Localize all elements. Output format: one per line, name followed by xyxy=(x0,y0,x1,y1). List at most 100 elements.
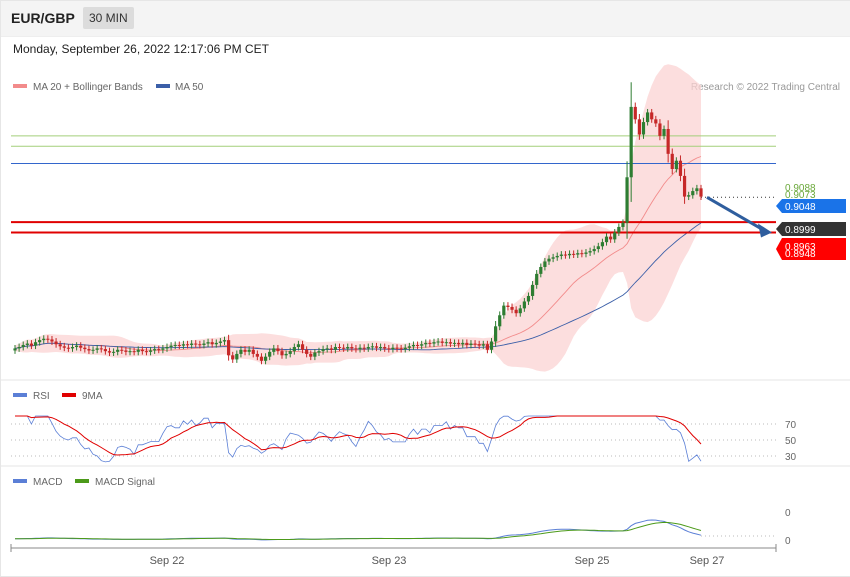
candle-body xyxy=(572,253,576,255)
macd-tick-upper: 0 xyxy=(785,508,791,519)
x-tick-label: Sep 23 xyxy=(372,555,407,567)
candle-body xyxy=(153,349,157,351)
candle-body xyxy=(555,255,559,258)
candle-body xyxy=(132,351,136,353)
candle-body xyxy=(547,258,551,262)
rsi-panel xyxy=(11,415,776,463)
candle-body xyxy=(609,236,613,240)
candle-body xyxy=(62,346,66,348)
candle-body xyxy=(432,342,436,344)
legend-swatch-macd-signal xyxy=(75,479,89,483)
candle-body xyxy=(687,195,691,197)
candle-body xyxy=(296,344,301,348)
legend-swatch-ma50 xyxy=(156,84,170,88)
candle-body xyxy=(87,349,91,351)
candle-body xyxy=(407,346,411,348)
candle-body xyxy=(539,266,543,274)
level-label-pivot: 0.9048 xyxy=(785,202,816,213)
candle-body xyxy=(485,344,489,350)
candle-body xyxy=(670,153,674,169)
candle-body xyxy=(329,348,333,350)
candle-body xyxy=(300,344,305,350)
candle-body xyxy=(436,341,440,343)
candle-body xyxy=(526,295,531,302)
candle-body xyxy=(567,253,572,256)
candle-body xyxy=(95,348,99,350)
support-tag xyxy=(776,238,846,260)
candle-body xyxy=(362,347,366,349)
candle-body xyxy=(210,342,214,345)
candle-body xyxy=(600,242,605,247)
candle-body xyxy=(111,351,116,353)
timeframe-button[interactable]: 30 MIN xyxy=(83,7,134,29)
candle-body xyxy=(276,348,280,352)
candle-body xyxy=(173,344,177,346)
candle-body xyxy=(268,351,272,357)
x-tick-label: Sep 25 xyxy=(575,555,610,567)
candle-body xyxy=(522,301,526,309)
candle-body xyxy=(288,351,292,354)
candle-body xyxy=(658,123,662,136)
candle-body xyxy=(222,340,227,342)
candle-body xyxy=(617,226,621,233)
candle-body xyxy=(218,341,222,343)
ma20-line xyxy=(14,156,702,354)
candle-body xyxy=(576,253,580,255)
candle-body xyxy=(161,348,165,350)
rsi-tick-30: 30 xyxy=(785,452,797,463)
symbol-title: EUR/GBP xyxy=(11,10,75,26)
candle-body xyxy=(691,191,695,196)
candle-body xyxy=(502,305,506,316)
legend-swatch-rsi xyxy=(13,393,27,397)
candle-body xyxy=(415,344,420,346)
candle-body xyxy=(387,348,391,350)
candle-body xyxy=(452,342,457,344)
level-label-resistance-1: 0.9073 xyxy=(785,190,816,201)
top-bar: EUR/GBP 30 MIN xyxy=(0,0,850,37)
macd-line xyxy=(15,519,702,541)
candle-body xyxy=(91,349,95,351)
candle-body xyxy=(13,348,17,351)
candle-body xyxy=(313,352,317,357)
candle-body xyxy=(25,343,29,345)
macd-tick-lower: 0 xyxy=(785,536,791,547)
candle-body xyxy=(473,343,477,345)
candle-body xyxy=(666,128,670,154)
candle-body xyxy=(272,348,276,352)
candle-body xyxy=(255,353,259,357)
candle-body xyxy=(489,341,494,350)
candle-body xyxy=(75,345,79,348)
candle-body xyxy=(518,308,522,314)
candle-body xyxy=(54,341,58,345)
candle-body xyxy=(678,160,683,176)
candle-body xyxy=(514,309,518,314)
candle-body xyxy=(440,341,444,343)
candle-body xyxy=(559,254,563,256)
candle-body xyxy=(342,347,346,349)
candle-body xyxy=(366,347,370,349)
legend-label-rsi-ma: 9MA xyxy=(82,391,103,402)
candle-body xyxy=(227,340,231,356)
bollinger-band xyxy=(15,64,701,372)
candle-body xyxy=(284,353,288,356)
forecast-arrow-shaft xyxy=(706,195,767,233)
candle-body xyxy=(625,177,629,223)
pivot-tag xyxy=(776,199,846,213)
candle-body xyxy=(17,347,21,349)
candle-body xyxy=(50,339,54,342)
candle-body xyxy=(185,344,190,346)
candle-body xyxy=(198,344,202,346)
candle-body xyxy=(699,188,703,197)
candle-body xyxy=(251,349,255,354)
candle-body xyxy=(157,349,161,351)
candle-body xyxy=(144,351,149,353)
candle-body xyxy=(461,342,465,345)
candle-body xyxy=(588,251,592,253)
macd-panel xyxy=(15,519,776,541)
candle-body xyxy=(444,342,448,344)
candle-body xyxy=(239,349,243,354)
candle-body xyxy=(124,350,128,352)
candle-body xyxy=(346,347,350,349)
candle-body xyxy=(231,355,235,360)
level-label-support-1: 0.8963 xyxy=(785,242,816,253)
